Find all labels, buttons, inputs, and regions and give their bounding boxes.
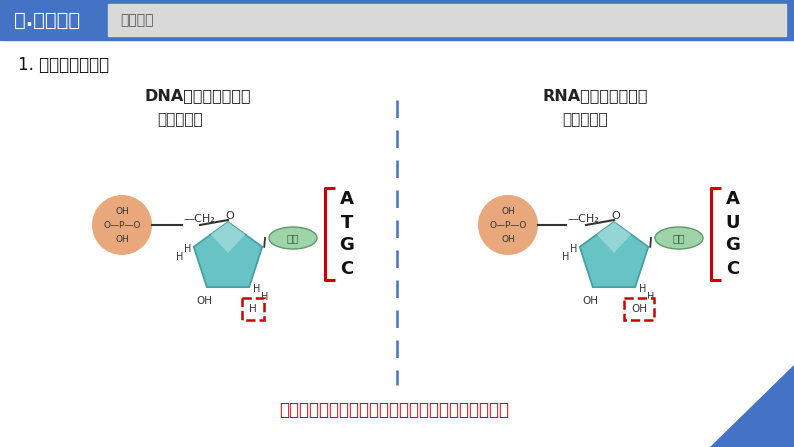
FancyBboxPatch shape bbox=[624, 298, 654, 320]
Text: U: U bbox=[726, 214, 740, 232]
Text: H: H bbox=[647, 292, 655, 302]
Text: 碱基: 碱基 bbox=[673, 233, 685, 243]
Text: 一.知识梳理: 一.知识梳理 bbox=[14, 10, 80, 30]
Text: 核苷酸共有几种？组成核苷酸的含氮碱基共有几种？: 核苷酸共有几种？组成核苷酸的含氮碱基共有几种？ bbox=[279, 401, 509, 419]
Text: OH: OH bbox=[631, 304, 647, 314]
Text: H: H bbox=[570, 244, 577, 254]
Text: O—P—O: O—P—O bbox=[103, 220, 141, 229]
Text: —CH₂: —CH₂ bbox=[567, 214, 599, 224]
Text: OH: OH bbox=[115, 235, 129, 244]
Polygon shape bbox=[194, 222, 262, 287]
Circle shape bbox=[92, 195, 152, 255]
Text: OH: OH bbox=[197, 296, 213, 306]
Text: DNA的基本构成单位: DNA的基本构成单位 bbox=[145, 89, 252, 104]
Text: 1. 核酸的结构层次: 1. 核酸的结构层次 bbox=[18, 56, 109, 74]
Text: H: H bbox=[249, 304, 257, 314]
Text: 核糖核苷酸: 核糖核苷酸 bbox=[562, 113, 608, 127]
Text: OH: OH bbox=[583, 296, 599, 306]
Text: G: G bbox=[340, 236, 354, 254]
Text: 必备知识: 必备知识 bbox=[120, 13, 153, 27]
Circle shape bbox=[478, 195, 538, 255]
Text: OH: OH bbox=[115, 207, 129, 215]
Text: O: O bbox=[225, 211, 234, 221]
Ellipse shape bbox=[269, 227, 317, 249]
Text: G: G bbox=[726, 236, 741, 254]
Text: H: H bbox=[639, 284, 647, 294]
FancyBboxPatch shape bbox=[242, 298, 264, 320]
Text: OH: OH bbox=[501, 235, 515, 244]
Polygon shape bbox=[597, 222, 631, 253]
Polygon shape bbox=[710, 365, 794, 447]
Text: H: H bbox=[562, 252, 569, 262]
Text: T: T bbox=[341, 214, 353, 232]
Text: A: A bbox=[726, 190, 740, 208]
Text: O—P—O: O—P—O bbox=[489, 220, 526, 229]
Text: A: A bbox=[340, 190, 354, 208]
Polygon shape bbox=[580, 222, 648, 287]
Text: H: H bbox=[253, 284, 261, 294]
Text: OH: OH bbox=[501, 207, 515, 215]
Text: H: H bbox=[184, 244, 191, 254]
Text: —CH₂: —CH₂ bbox=[183, 214, 214, 224]
Text: 脱氧核苷酸: 脱氧核苷酸 bbox=[157, 113, 202, 127]
Text: C: C bbox=[727, 260, 740, 278]
Bar bbox=[108, 4, 786, 36]
Text: 碱基: 碱基 bbox=[287, 233, 299, 243]
Text: C: C bbox=[341, 260, 353, 278]
Text: H: H bbox=[176, 252, 183, 262]
Text: O: O bbox=[611, 211, 620, 221]
Text: H: H bbox=[261, 292, 269, 302]
Bar bbox=[0, 0, 794, 40]
Polygon shape bbox=[211, 222, 245, 253]
Ellipse shape bbox=[655, 227, 703, 249]
Text: RNA的基本构成单位: RNA的基本构成单位 bbox=[542, 89, 648, 104]
